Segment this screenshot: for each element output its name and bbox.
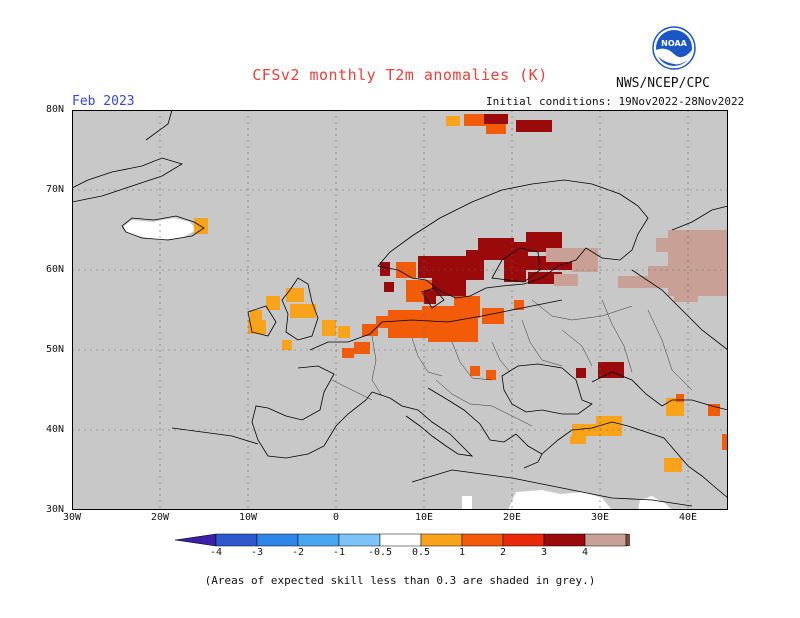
lat-label-40n: 40N [46, 424, 65, 435]
lon-label-10e: 10E [414, 512, 434, 523]
colorbar-label-05: 0.5 [411, 547, 431, 558]
orange-anomaly-areas [194, 116, 684, 472]
lat-label-80n: 80N [46, 104, 65, 115]
lat-label-30n: 30N [46, 504, 65, 515]
lat-label-70n: 70N [46, 184, 65, 195]
country-borders [331, 299, 693, 427]
initial-conditions: Initial conditions: 19Nov2022-28Nov2022 [486, 95, 745, 108]
colorbar-swatch [215, 533, 258, 547]
org-label: NWS/NCEP/CPC [616, 76, 710, 91]
lon-label-40e: 40E [678, 512, 698, 523]
valid-month: Feb 2023 [72, 94, 135, 109]
colorbar-swatch [584, 533, 627, 547]
colorbar [174, 533, 630, 547]
graticule [72, 110, 728, 510]
colorbar-swatch [297, 533, 340, 547]
colorbar-label-m1: -1 [332, 547, 346, 558]
skill-note: (Areas of expected skill less than 0.3 a… [204, 574, 596, 587]
colorbar-swatch [502, 533, 545, 547]
anomaly-map [72, 110, 728, 510]
colorbar-swatch [543, 533, 586, 547]
coastline-outlines [72, 110, 728, 507]
lon-label-30w: 30W [62, 512, 82, 523]
colorbar-label-2: 2 [499, 547, 507, 558]
lon-label-20w: 20W [150, 512, 170, 523]
colorbar-label-1: 1 [458, 547, 466, 558]
red-orange-anomaly-areas [342, 114, 728, 450]
colorbar-label-3: 3 [540, 547, 548, 558]
lon-label-30e: 30E [590, 512, 610, 523]
svg-text:NOAA: NOAA [661, 39, 687, 48]
lat-label-50n: 50N [46, 344, 65, 355]
colorbar-swatch [420, 533, 463, 547]
colorbar-label-m3: -3 [250, 547, 264, 558]
colorbar-label-m4: -4 [209, 547, 223, 558]
noaa-logo: NOAA [652, 26, 696, 70]
colorbar-swatch [338, 533, 381, 547]
chart-title: CFSv2 monthly T2m anomalies (K) [252, 66, 548, 84]
lon-label-0: 0 [332, 512, 340, 523]
lon-label-10w: 10W [238, 512, 258, 523]
colorbar-label-m2: -2 [291, 547, 305, 558]
colorbar-arrow-high [625, 533, 630, 547]
lon-label-20e: 20E [502, 512, 522, 523]
tan-anomaly-areas [546, 230, 728, 302]
colorbar-swatch [379, 533, 422, 547]
colorbar-swatch [461, 533, 504, 547]
colorbar-arrow-low [174, 533, 217, 547]
colorbar-swatch [256, 533, 299, 547]
colorbar-label-m05: -0.5 [367, 547, 393, 558]
lat-label-60n: 60N [46, 264, 65, 275]
colorbar-label-4: 4 [581, 547, 589, 558]
